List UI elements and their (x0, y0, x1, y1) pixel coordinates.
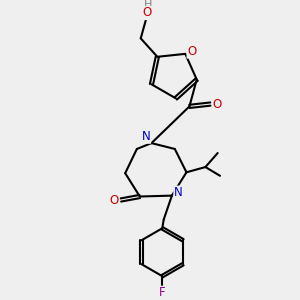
Text: H: H (144, 0, 152, 10)
Text: O: O (142, 7, 152, 20)
Text: F: F (159, 286, 166, 299)
Text: O: O (110, 194, 119, 206)
Text: O: O (187, 45, 196, 58)
Text: N: N (174, 186, 183, 199)
Text: N: N (142, 130, 151, 143)
Text: O: O (212, 98, 221, 110)
